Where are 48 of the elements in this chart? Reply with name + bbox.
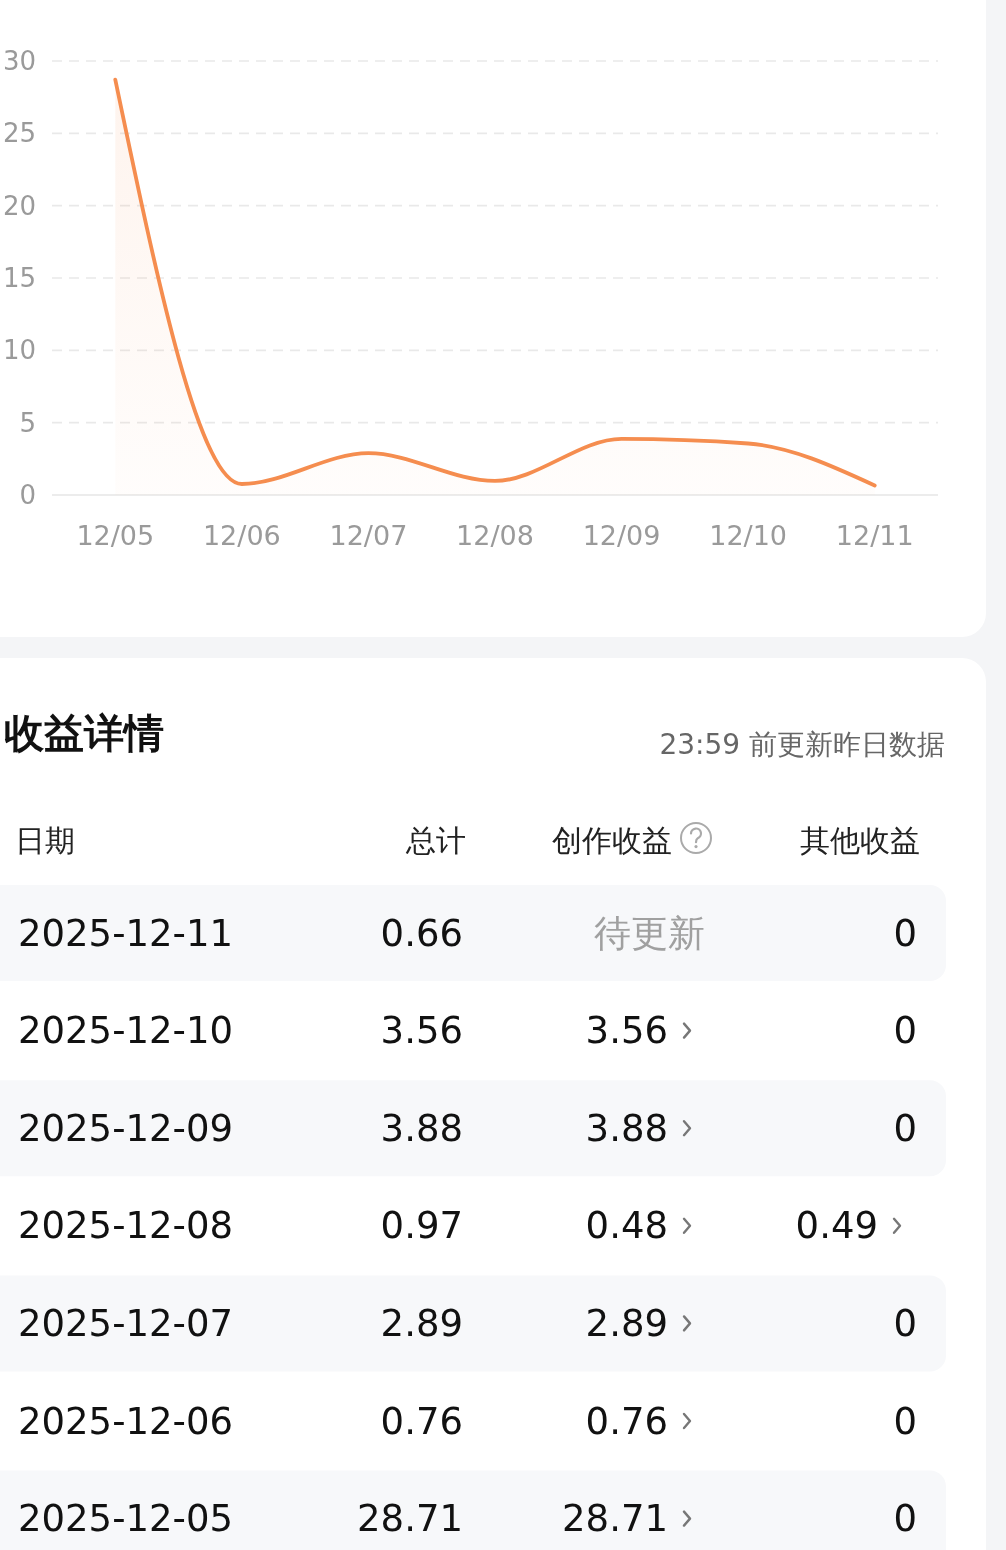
x-tick-label: 12/10 [709,519,788,551]
text: 0 [893,911,917,955]
y-tick-label: 25 [2,118,36,149]
text: 0.66 [380,911,463,955]
text: 28.71 [562,1497,668,1541]
text: 0 [893,1301,917,1345]
category-label: 2025-12-07 [18,1301,234,1345]
category-label: 2025-12-08 [18,1204,234,1248]
category-label: 2025-12-05 [18,1497,234,1541]
x-tick-label: 12/05 [76,519,155,551]
category-label: 创作收益 [552,822,672,858]
x-tick-label: 12/07 [329,519,408,551]
x-tick-label: 12/08 [456,519,534,551]
x-tick-label: 12/09 [582,519,661,551]
category-label: 2025-12-06 [18,1399,234,1443]
x-tick-label: 12/11 [835,519,914,551]
text: 0.76 [585,1399,668,1443]
y-tick-label: 10 [2,335,36,366]
category-label: 总计 [405,822,466,858]
text: 收益详情 [4,710,164,756]
y-tick-label: 20 [2,190,36,221]
text: 2.89 [380,1301,463,1345]
text: 0.49 [795,1204,878,1248]
x-tick-label: 12/06 [202,519,281,551]
text: 23:59 前更新昨日数据 [659,727,945,761]
text: 0 [893,1106,917,1150]
text: 日期 [15,822,75,858]
text: 0 [893,1009,917,1053]
text: 3.56 [585,1009,668,1053]
text: 2.89 [585,1301,668,1345]
category-label: 2025-12-09 [18,1106,234,1150]
text: 0.48 [585,1204,668,1248]
text: 0.97 [380,1204,463,1248]
text: 0 [893,1399,917,1443]
text: 28.71 [357,1497,463,1541]
text: 0.76 [380,1399,463,1443]
category-label: 2025-12-10 [18,1009,234,1053]
text: 待更新 [594,911,705,955]
text: 0 [893,1497,917,1541]
y-tick-label: 30 [2,46,36,76]
y-tick-label: 5 [19,407,36,438]
text: 3.56 [380,1009,463,1053]
y-tick-label: 15 [2,263,36,293]
text: 3.88 [585,1106,668,1150]
y-tick-label: 0 [19,480,36,510]
category-label: 2025-12-11 [18,911,234,955]
text: 3.88 [380,1106,463,1150]
category-label: 其他收益 [800,822,920,858]
